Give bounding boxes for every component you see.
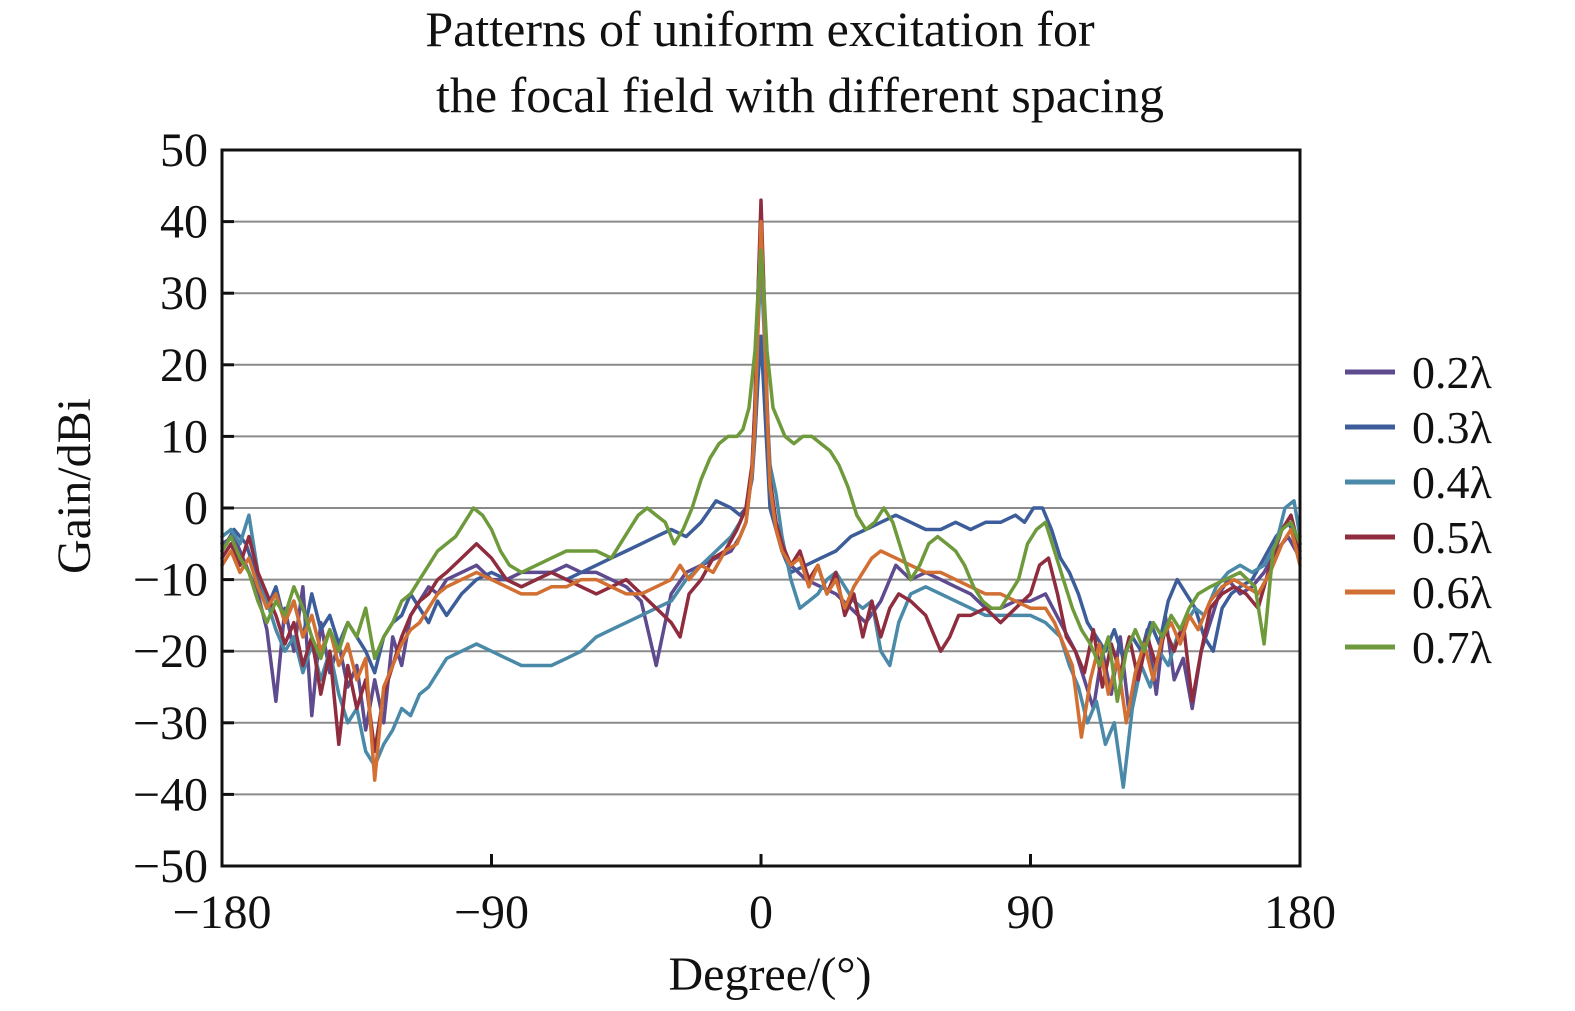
legend: 0.2λ0.3λ0.4λ0.5λ0.6λ0.7λ bbox=[1345, 347, 1493, 673]
x-axis-label: Degree/(°) bbox=[668, 948, 871, 1001]
legend-label: 0.2λ bbox=[1412, 347, 1493, 398]
chart-title-line-1: Patterns of uniform excitation for bbox=[425, 1, 1095, 57]
series-line bbox=[220, 219, 1302, 782]
series-line bbox=[220, 248, 1302, 704]
y-tick-label: 50 bbox=[160, 124, 208, 177]
y-axis-label: Gain/dBi bbox=[48, 398, 101, 574]
x-tick-label: 0 bbox=[749, 886, 773, 939]
y-tick-label: 20 bbox=[160, 339, 208, 392]
x-tick-label: −90 bbox=[454, 886, 529, 939]
chart-title-line-2: the focal field with different spacing bbox=[436, 67, 1164, 123]
y-axis-ticks: 50 40 30 20 10 0 −10 −20 −30 −40 −50 bbox=[133, 124, 234, 893]
grid-lines bbox=[222, 220, 1300, 796]
y-tick-label: −40 bbox=[133, 768, 208, 821]
legend-label: 0.6λ bbox=[1412, 567, 1493, 618]
legend-label: 0.3λ bbox=[1412, 402, 1493, 453]
y-tick-label: 30 bbox=[160, 267, 208, 320]
legend-label: 0.5λ bbox=[1412, 512, 1493, 563]
y-tick-label: −50 bbox=[133, 840, 208, 893]
legend-label: 0.7λ bbox=[1412, 622, 1493, 673]
y-tick-label: −30 bbox=[133, 697, 208, 750]
series-line bbox=[220, 334, 1302, 675]
y-tick-label: −20 bbox=[133, 625, 208, 678]
x-tick-label: 90 bbox=[1007, 886, 1055, 939]
y-tick-label: 40 bbox=[160, 196, 208, 249]
x-tick-label: 180 bbox=[1264, 886, 1336, 939]
y-tick-label: −10 bbox=[133, 554, 208, 607]
chart-title: Patterns of uniform excitation for the f… bbox=[425, 1, 1164, 123]
y-tick-label: 10 bbox=[160, 410, 208, 463]
legend-label: 0.4λ bbox=[1412, 457, 1493, 508]
series-lines bbox=[220, 198, 1302, 789]
y-tick-label: 0 bbox=[184, 482, 208, 535]
x-axis-ticks: −180 −90 0 90 180 bbox=[172, 854, 1336, 939]
x-tick-label: −180 bbox=[172, 886, 271, 939]
